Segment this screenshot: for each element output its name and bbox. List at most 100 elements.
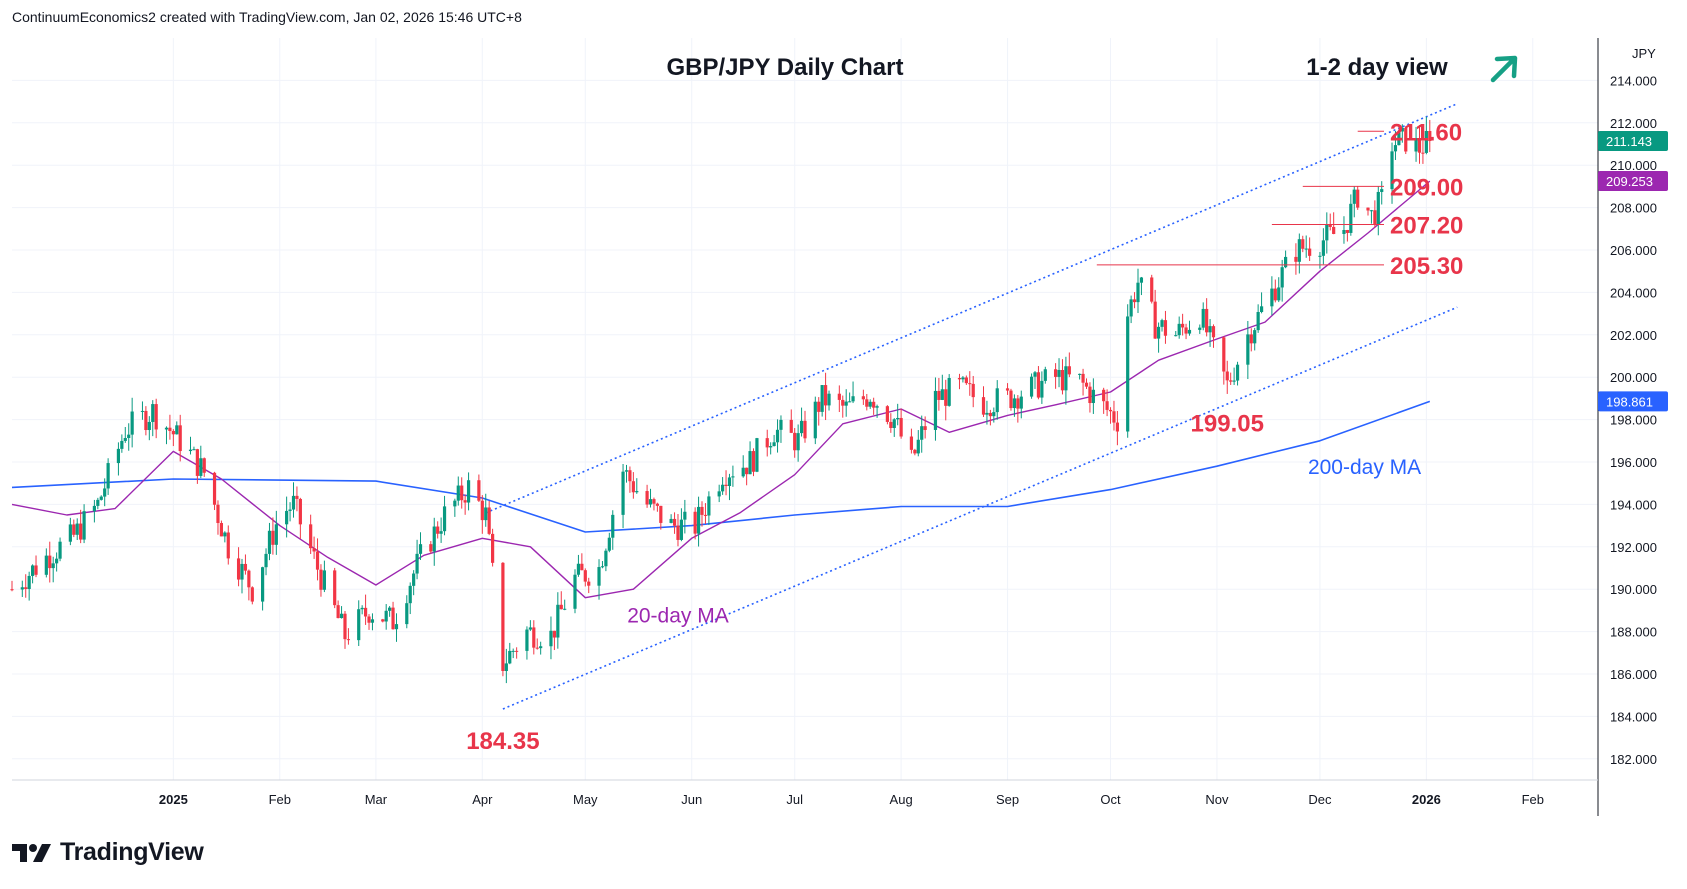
candle bbox=[247, 569, 251, 601]
candle bbox=[937, 377, 941, 411]
candle bbox=[597, 559, 601, 600]
candle bbox=[700, 501, 704, 527]
candle-body bbox=[271, 530, 275, 545]
x-tick-label: Feb bbox=[269, 792, 291, 807]
candle bbox=[1112, 400, 1116, 431]
candle-body bbox=[1177, 323, 1181, 336]
candle-body bbox=[1376, 191, 1380, 225]
candle bbox=[212, 471, 217, 511]
candle bbox=[223, 531, 227, 543]
candle-body bbox=[288, 509, 292, 511]
candle bbox=[933, 377, 938, 441]
candle bbox=[1177, 316, 1181, 339]
candle bbox=[539, 641, 543, 655]
candle bbox=[580, 553, 584, 571]
candle bbox=[611, 510, 615, 550]
candle bbox=[1033, 371, 1037, 389]
candle bbox=[1225, 360, 1229, 394]
candle bbox=[123, 426, 127, 443]
candle-body bbox=[1421, 152, 1425, 154]
candle bbox=[1270, 276, 1274, 316]
candle-body bbox=[1033, 372, 1037, 377]
candle-body bbox=[442, 506, 447, 532]
y-tick-label: 200.000 bbox=[1610, 370, 1657, 385]
candle bbox=[587, 577, 591, 594]
candle bbox=[164, 426, 169, 445]
candle bbox=[1115, 411, 1119, 446]
candle-body bbox=[439, 531, 443, 534]
candle-body bbox=[295, 495, 299, 499]
candle-body bbox=[1201, 308, 1205, 328]
candle-body bbox=[1349, 203, 1353, 233]
candle-body bbox=[1126, 316, 1130, 432]
candle bbox=[837, 385, 841, 413]
candlestick-series bbox=[10, 116, 1432, 684]
candle-body bbox=[436, 526, 440, 534]
candle-body bbox=[799, 420, 804, 434]
candle bbox=[841, 395, 845, 418]
candle-body bbox=[635, 491, 639, 493]
candle-body bbox=[477, 480, 481, 501]
candle bbox=[1132, 292, 1137, 309]
candle bbox=[1325, 212, 1329, 254]
candle-body bbox=[731, 476, 735, 478]
candle bbox=[628, 466, 632, 493]
candle-body bbox=[992, 412, 996, 417]
candle-body bbox=[247, 570, 251, 588]
candle bbox=[920, 415, 924, 453]
candle bbox=[439, 517, 443, 543]
chart-attribution: ContinuumEconomics2 created with Trading… bbox=[12, 9, 522, 25]
candle bbox=[504, 648, 508, 684]
candle bbox=[96, 497, 100, 510]
candle bbox=[1235, 361, 1240, 386]
candle-body bbox=[1016, 398, 1020, 409]
candle-body bbox=[837, 393, 841, 400]
candle-body bbox=[346, 639, 351, 641]
candle bbox=[291, 482, 296, 518]
y-tick-label: 212.000 bbox=[1610, 116, 1657, 131]
candle-body bbox=[947, 377, 951, 406]
candle-body bbox=[99, 496, 103, 500]
candle bbox=[171, 429, 175, 447]
candle bbox=[1297, 233, 1301, 274]
y-tick-label: 184.000 bbox=[1610, 709, 1657, 724]
y-tick-label: 196.000 bbox=[1610, 455, 1657, 470]
candle-body bbox=[1332, 226, 1336, 234]
candle-body bbox=[405, 603, 409, 625]
candle-body bbox=[652, 499, 656, 504]
candle bbox=[741, 455, 745, 478]
candle-body bbox=[391, 607, 395, 630]
tradingview-logo[interactable]: TradingView bbox=[12, 838, 204, 867]
candle-body bbox=[1211, 326, 1216, 338]
candle bbox=[679, 508, 684, 542]
candle bbox=[1229, 372, 1233, 385]
candle bbox=[813, 396, 817, 445]
candle bbox=[995, 380, 999, 420]
candle bbox=[765, 429, 769, 457]
candle bbox=[1019, 390, 1023, 419]
candle-body bbox=[1067, 366, 1071, 375]
y-tick-label: 198.000 bbox=[1610, 413, 1657, 428]
candle bbox=[51, 556, 55, 583]
candle bbox=[1356, 186, 1360, 210]
candle bbox=[188, 436, 193, 455]
candle bbox=[940, 374, 944, 401]
candle-body bbox=[916, 439, 920, 454]
candle-body bbox=[370, 619, 375, 623]
x-tick-label: Aug bbox=[890, 792, 913, 807]
candle bbox=[127, 423, 131, 451]
candle-body bbox=[412, 573, 416, 586]
candle-body bbox=[1304, 248, 1308, 250]
candle bbox=[487, 500, 491, 536]
price-badges: 211.143 209.253 198.861 bbox=[1598, 130, 1668, 412]
candle bbox=[803, 410, 807, 443]
candle-body bbox=[717, 491, 721, 497]
candle-body bbox=[655, 503, 659, 506]
candle bbox=[1036, 366, 1041, 400]
candle-body bbox=[480, 500, 484, 521]
candle bbox=[1150, 274, 1154, 304]
candle bbox=[552, 630, 556, 651]
candle-body bbox=[624, 470, 629, 472]
candle bbox=[779, 415, 783, 443]
